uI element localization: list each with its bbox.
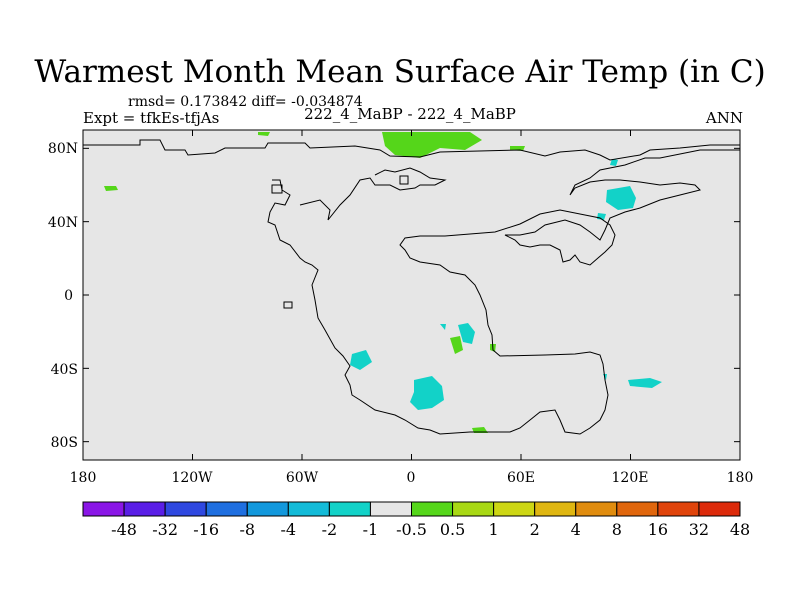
anomaly-patch-south-1 <box>458 323 475 344</box>
colorbar-label: 0.5 <box>440 520 465 539</box>
colorbar-swatch <box>123 501 166 517</box>
small-island-1 <box>283 301 293 309</box>
anomaly-patch-arctic <box>382 132 482 158</box>
lon-tick-labels: 180 120W 60W 0 60E 120E 180 <box>70 470 754 486</box>
colorbar-label: 16 <box>648 520 668 539</box>
colorbar-swatch <box>246 501 289 517</box>
lat-ticks <box>83 147 740 443</box>
map-background <box>83 130 740 460</box>
colorbar-swatch <box>452 501 495 517</box>
colorbar-swatch <box>616 501 659 517</box>
lat-label-40s: 40S <box>51 362 78 378</box>
anomaly-patch-south-3 <box>440 324 446 330</box>
anomaly-patch-indian-ocean <box>628 378 662 388</box>
colorbar-label: -8 <box>239 520 255 539</box>
inland-sea-outline <box>399 175 409 185</box>
lat-tick-labels: 80N 40N 0 40S 80S <box>48 141 78 451</box>
colorbar-labels: -48 -32 -16 -8 -4 -2 -1 -0.5 0.5 1 2 4 8 16 32 48 <box>111 520 750 539</box>
colorbar-swatch <box>575 501 618 517</box>
lon-label-180e: 180 <box>727 470 754 486</box>
continent-outlines <box>82 129 741 435</box>
colorbar-swatch <box>164 501 207 517</box>
laurasia-outline <box>267 149 740 435</box>
colorbar-label: 48 <box>730 520 750 539</box>
north-interior-outline <box>299 167 447 221</box>
lon-ticks <box>82 130 741 460</box>
colorbar-swatch <box>82 501 125 517</box>
colorbar-label: -16 <box>193 520 219 539</box>
lon-label-180w: 180 <box>70 470 97 486</box>
colorbar-label: 32 <box>689 520 709 539</box>
lon-label-120w: 120W <box>171 470 213 486</box>
colorbar-swatch <box>411 501 454 517</box>
colorbar-label: 2 <box>530 520 540 539</box>
anomaly-patch-pacific-north <box>104 186 118 191</box>
colorbar-label: -48 <box>111 520 137 539</box>
colorbar-label: -2 <box>322 520 338 539</box>
small-island-2 <box>271 184 283 194</box>
lat-label-80s: 80S <box>51 435 78 451</box>
colorbar-label: 4 <box>571 520 581 539</box>
colorbar-label: -0.5 <box>396 520 427 539</box>
chart-title: Warmest Month Mean Surface Air Temp (in … <box>34 54 766 90</box>
anomaly-patch-arctic-small <box>258 132 270 136</box>
pangea-outline <box>82 129 741 161</box>
lat-label-0: 0 <box>64 288 73 304</box>
experiment-label: Expt = tfkEs-tfjAs <box>83 109 220 127</box>
colorbar-swatch <box>493 501 536 517</box>
lon-label-60e: 60E <box>507 470 535 486</box>
colorbar-swatch <box>205 501 248 517</box>
lat-label-80n: 80N <box>48 141 78 157</box>
colorbar <box>82 501 741 517</box>
anomaly-patch-south-main <box>410 376 444 410</box>
anomaly-patch-north-east-asia <box>606 186 636 210</box>
colorbar-label: 8 <box>612 520 622 539</box>
lon-label-120e: 120E <box>612 470 649 486</box>
anomaly-patch-north-east-small <box>610 159 618 166</box>
colorbar-swatch <box>328 501 371 517</box>
colorbar-label: -4 <box>281 520 297 539</box>
colorbar-swatch <box>698 501 741 517</box>
anomaly-patch-south-2 <box>450 336 463 354</box>
colorbar-label: -1 <box>363 520 379 539</box>
lat-label-40n: 40N <box>48 215 78 231</box>
stats-label: rmsd= 0.173842 diff= -0.034874 <box>128 94 363 110</box>
season-label: ANN <box>705 109 743 127</box>
colorbar-swatch <box>369 501 412 517</box>
lon-label-0: 0 <box>407 470 416 486</box>
colorbar-label: 1 <box>489 520 499 539</box>
colorbar-swatch <box>657 501 700 517</box>
anomaly-patch-south-atlantic <box>350 350 372 370</box>
anomaly-patches <box>104 132 662 433</box>
colorbar-label: -32 <box>152 520 178 539</box>
lon-label-60w: 60W <box>286 470 319 486</box>
period-label: 222_4_MaBP - 222_4_MaBP <box>304 105 516 123</box>
colorbar-swatch <box>287 501 330 517</box>
colorbar-swatch <box>534 501 577 517</box>
